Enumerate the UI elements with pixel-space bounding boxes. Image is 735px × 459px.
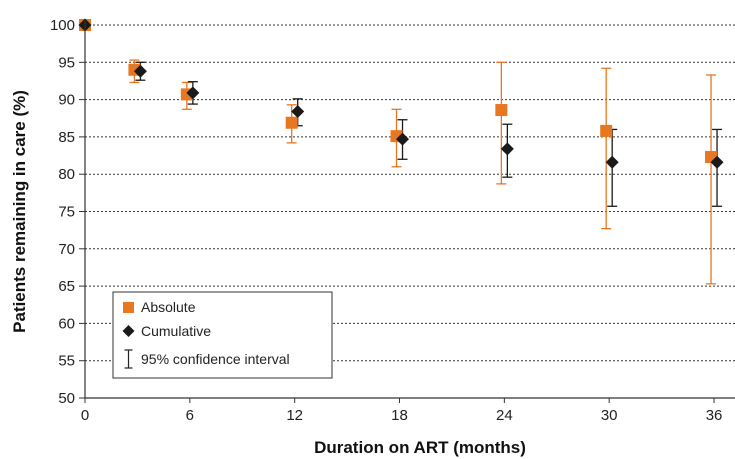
cumulative-point	[133, 64, 147, 78]
cumulative-point	[396, 132, 410, 146]
y-tick-label: 75	[58, 204, 75, 221]
x-tick-label: 6	[186, 407, 194, 424]
legend-cumulative-label: Cumulative	[141, 323, 211, 339]
y-tick-label: 65	[58, 278, 75, 295]
absolute-point	[495, 104, 508, 117]
y-tick-label: 70	[58, 241, 75, 258]
absolute-point	[285, 116, 298, 129]
error-bars	[129, 59, 723, 285]
absolute-point	[600, 124, 613, 137]
legend-ci-marker	[124, 349, 133, 369]
legend-box	[112, 291, 333, 379]
y-axis-ticks: 50 55 60 65 70 75 80 85 90 95 100	[50, 17, 85, 407]
legend-ci-label: 95% confidence interval	[141, 351, 290, 367]
x-axis-ticks: 0 6 12 18 24 30 36	[81, 398, 723, 424]
cumulative-point	[500, 142, 514, 156]
cumulative-point	[291, 105, 305, 119]
y-tick-label: 90	[58, 92, 75, 109]
x-tick-label: 30	[601, 407, 618, 424]
y-tick-label: 100	[50, 17, 75, 34]
y-axis-title: Patients remaining in care (%)	[10, 90, 29, 333]
y-tick-label: 85	[58, 129, 75, 146]
y-tick-label: 50	[58, 390, 75, 407]
legend-cumulative-marker	[122, 325, 135, 337]
cumulative-point	[605, 155, 619, 169]
y-tick-label: 80	[58, 166, 75, 183]
y-tick-label: 60	[58, 315, 75, 332]
legend: Absolute Cumulative 95% confidence inter…	[112, 291, 333, 379]
x-tick-label: 0	[81, 407, 89, 424]
x-tick-label: 12	[286, 407, 303, 424]
x-axis-title: Duration on ART (months)	[314, 438, 526, 457]
y-tick-label: 95	[58, 54, 75, 71]
x-tick-label: 36	[706, 407, 723, 424]
y-tick-label: 55	[58, 353, 75, 370]
cumulative-point	[710, 155, 724, 169]
x-tick-label: 18	[391, 407, 408, 424]
legend-absolute-marker	[123, 302, 134, 313]
legend-absolute-label: Absolute	[141, 299, 196, 315]
absolute-point	[128, 63, 141, 76]
cumulative-point	[186, 86, 200, 100]
x-tick-label: 24	[496, 407, 513, 424]
data-markers	[78, 18, 724, 169]
